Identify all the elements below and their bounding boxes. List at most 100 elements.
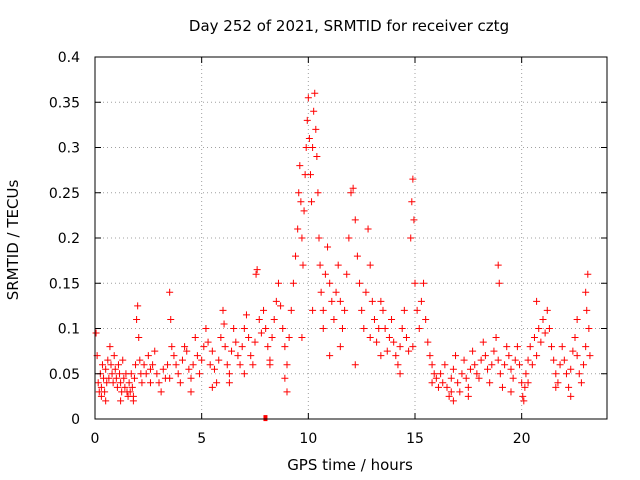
data-point — [366, 261, 374, 269]
data-point — [366, 334, 374, 342]
data-point — [292, 252, 300, 260]
data-point — [183, 347, 191, 355]
data-point — [238, 343, 246, 351]
data-point — [464, 383, 472, 391]
data-point — [484, 365, 492, 373]
data-point — [174, 370, 182, 378]
data-point — [432, 374, 440, 382]
data-point — [541, 329, 549, 337]
data-point — [336, 343, 344, 351]
data-point — [409, 175, 417, 183]
data-point — [411, 279, 419, 287]
data-point — [449, 365, 457, 373]
data-point — [136, 356, 144, 364]
data-point — [309, 144, 317, 151]
data-point — [575, 370, 583, 378]
data-point — [428, 379, 436, 387]
data-point — [304, 94, 312, 102]
data-point — [319, 306, 327, 314]
data-point — [430, 370, 438, 378]
data-point — [498, 383, 506, 391]
data-point — [119, 356, 127, 364]
data-point — [509, 374, 517, 382]
data-point — [565, 383, 573, 391]
data-point — [295, 189, 303, 197]
data-point — [456, 388, 464, 396]
data-point — [155, 379, 163, 387]
data-point — [441, 361, 449, 369]
data-point — [413, 306, 421, 314]
data-point — [343, 270, 351, 278]
data-point — [159, 365, 167, 373]
data-point — [128, 383, 136, 391]
data-point — [107, 361, 115, 369]
data-point — [535, 325, 543, 332]
data-point — [289, 279, 297, 287]
data-point — [462, 374, 470, 382]
data-point — [364, 225, 372, 233]
data-point — [567, 365, 575, 373]
data-point — [219, 306, 227, 314]
data-point — [494, 261, 502, 269]
data-point — [220, 320, 228, 328]
data-point — [94, 379, 102, 387]
data-point — [443, 383, 451, 391]
data-point — [260, 306, 268, 314]
data-point — [556, 361, 564, 369]
data-point — [388, 315, 396, 323]
data-point — [434, 383, 442, 391]
data-point — [585, 325, 593, 332]
data-point — [383, 347, 391, 355]
data-point — [121, 383, 129, 391]
data-point — [437, 370, 445, 378]
data-point — [164, 361, 172, 369]
data-point — [138, 379, 146, 387]
data-point — [345, 234, 353, 242]
data-point — [120, 374, 128, 382]
data-point — [460, 356, 468, 364]
data-point — [166, 374, 174, 382]
data-point — [97, 392, 105, 400]
data-point — [315, 234, 323, 242]
data-point — [473, 370, 481, 378]
data-point — [157, 388, 165, 396]
y-tick-label: 0.15 — [49, 276, 80, 292]
y-tick-label: 0.35 — [49, 95, 80, 111]
data-point — [522, 370, 530, 378]
data-point — [111, 365, 119, 373]
data-point — [370, 315, 378, 323]
data-point — [516, 361, 524, 369]
data-point — [240, 325, 248, 332]
data-point — [490, 347, 498, 355]
data-point — [126, 388, 134, 396]
data-point — [215, 356, 223, 364]
data-point — [117, 397, 125, 405]
data-point — [112, 374, 120, 382]
data-point — [486, 379, 494, 387]
x-tick-label: 10 — [299, 431, 317, 447]
data-point — [134, 302, 142, 310]
x-axis-label: GPS time / hours — [287, 456, 413, 474]
data-point — [232, 338, 240, 346]
data-point — [167, 315, 175, 323]
data-point — [306, 171, 314, 179]
data-point — [362, 288, 370, 296]
data-point — [285, 334, 293, 342]
data-point — [178, 356, 186, 364]
data-point — [417, 297, 425, 305]
data-point — [580, 361, 588, 369]
data-point — [524, 356, 532, 364]
data-point — [314, 189, 322, 197]
data-point — [396, 343, 404, 351]
data-point — [526, 343, 534, 351]
data-point — [330, 315, 338, 323]
data-point — [245, 334, 253, 342]
data-point — [562, 370, 570, 378]
data-point — [447, 388, 455, 396]
data-point — [571, 334, 579, 342]
data-point — [257, 329, 265, 337]
data-point — [550, 356, 558, 364]
data-point — [398, 325, 406, 332]
data-point — [521, 383, 529, 391]
